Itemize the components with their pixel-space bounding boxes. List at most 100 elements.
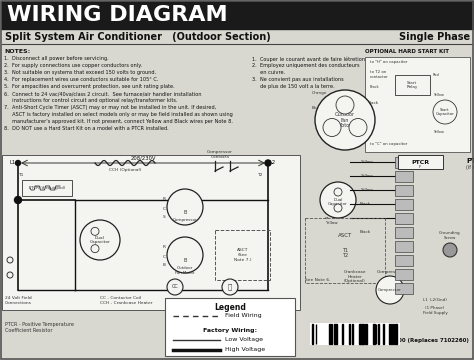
Circle shape — [336, 96, 354, 114]
Bar — [1, 1, 473, 29]
Bar — [348, 324, 350, 344]
Text: Blue: Blue — [312, 106, 321, 110]
Text: to T2 on
contactor: to T2 on contactor — [370, 70, 389, 78]
Text: Yellow: Yellow — [360, 188, 373, 192]
Circle shape — [80, 220, 120, 260]
Bar — [360, 324, 363, 344]
Text: 7105700 (Replaces 7102260): 7105700 (Replaces 7102260) — [379, 338, 469, 343]
Text: (if equipped): (if equipped) — [466, 165, 474, 170]
Text: CC: CC — [172, 284, 178, 289]
Text: B: B — [183, 257, 187, 262]
Circle shape — [7, 272, 13, 278]
Bar — [389, 324, 390, 344]
Bar — [312, 324, 313, 344]
Circle shape — [91, 245, 99, 253]
Circle shape — [334, 188, 342, 196]
Text: 8.  DO NOT use a Hard Start Kit on a model with a PTCR installed.: 8. DO NOT use a Hard Start Kit on a mode… — [4, 126, 169, 131]
Text: Black: Black — [370, 85, 380, 89]
Text: PTCR (if equipped): PTCR (if equipped) — [29, 186, 65, 190]
Text: CCH (Optional): CCH (Optional) — [109, 168, 141, 172]
Text: OPTIONAL HARD START KIT: OPTIONAL HARD START KIT — [365, 49, 449, 54]
Circle shape — [265, 161, 271, 166]
Bar — [22, 180, 72, 196]
Circle shape — [376, 276, 404, 304]
Text: 5.  For ampacities and overcurrent protection, see unit rating plate.: 5. For ampacities and overcurrent protec… — [4, 84, 175, 89]
Bar — [395, 199, 413, 210]
Text: Single Phase: Single Phase — [399, 32, 470, 42]
Bar — [2, 155, 300, 310]
Bar — [391, 324, 392, 344]
Text: S: S — [163, 215, 166, 219]
Circle shape — [167, 279, 183, 295]
Text: 2.  Employez uniquement des conducteurs: 2. Employez uniquement des conducteurs — [252, 63, 359, 68]
Circle shape — [16, 161, 20, 166]
Circle shape — [349, 118, 367, 136]
Bar — [342, 324, 343, 344]
Text: 2.  For supply connections use copper conductors only.: 2. For supply connections use copper con… — [4, 63, 142, 68]
Text: 6.  Connect to 24 vac/40va/class 2 circuit.  See furnace/air handler installatio: 6. Connect to 24 vac/40va/class 2 circui… — [4, 91, 201, 96]
Circle shape — [167, 189, 203, 225]
Circle shape — [15, 197, 21, 203]
Bar — [352, 324, 353, 344]
Circle shape — [7, 257, 13, 263]
Text: Low Voltage: Low Voltage — [225, 338, 263, 342]
Bar — [395, 157, 413, 168]
Text: Red
or
Yellow: Red or Yellow — [325, 211, 337, 225]
Circle shape — [265, 160, 271, 166]
Bar — [165, 298, 295, 356]
Text: Compressor: Compressor — [173, 218, 197, 222]
Text: Legend: Legend — [214, 303, 246, 312]
Text: T2: T2 — [257, 173, 263, 177]
Text: C: C — [163, 255, 166, 259]
Text: 7.  Anti-Short Cycle Timer (ASCT) may or may not be installed in the unit. If de: 7. Anti-Short Cycle Timer (ASCT) may or … — [4, 105, 216, 110]
Text: B: B — [183, 210, 187, 215]
Text: Black: Black — [360, 230, 371, 234]
Circle shape — [167, 237, 203, 273]
Text: to "C" on capacitor: to "C" on capacitor — [370, 142, 407, 146]
Text: CC - Contactor Coil
CCH - Crankcase Heater: CC - Contactor Coil CCH - Crankcase Heat… — [100, 296, 153, 305]
Text: Yellow: Yellow — [433, 130, 444, 134]
Bar — [359, 324, 360, 344]
Text: L1: L1 — [10, 161, 16, 166]
Text: Black: Black — [368, 101, 379, 105]
Bar — [395, 171, 413, 182]
Bar — [375, 324, 376, 344]
Text: WIRING DIAGRAM: WIRING DIAGRAM — [7, 5, 228, 25]
Bar — [365, 57, 470, 152]
Text: L1  L2(Gnd): L1 L2(Gnd) — [423, 298, 447, 302]
Text: Yellow: Yellow — [360, 174, 373, 178]
Text: Factory Wiring:: Factory Wiring: — [203, 328, 257, 333]
Bar — [398, 155, 443, 169]
Bar — [334, 324, 337, 344]
Circle shape — [433, 100, 457, 124]
Circle shape — [443, 243, 457, 257]
Text: B: B — [163, 263, 166, 267]
Text: Red: Red — [433, 73, 440, 77]
Bar — [215, 230, 270, 280]
Bar — [395, 283, 413, 294]
Text: to "H" on capacitor: to "H" on capacitor — [370, 60, 407, 64]
Bar — [329, 324, 330, 344]
Bar — [395, 213, 413, 224]
Bar — [395, 255, 413, 266]
Circle shape — [320, 182, 356, 218]
Text: Start
Capacitor: Start Capacitor — [436, 108, 455, 116]
Text: instructions for control circuit and optional relay/transformer kits.: instructions for control circuit and opt… — [4, 98, 177, 103]
Text: Outdoor
Fan Motor: Outdoor Fan Motor — [175, 266, 195, 275]
Circle shape — [334, 204, 342, 212]
Text: Split System Air Conditioner   (Outdoor Section): Split System Air Conditioner (Outdoor Se… — [5, 32, 271, 42]
Text: Dual
Capacitor: Dual Capacitor — [328, 198, 348, 206]
Text: Compressor
Contacts: Compressor Contacts — [207, 150, 233, 159]
Text: 208/230V: 208/230V — [130, 156, 156, 161]
Bar — [310, 323, 400, 345]
Text: manufacturer's approved kit. If not present, connect Yellow and Black wires per : manufacturer's approved kit. If not pres… — [4, 119, 233, 124]
Text: Compressor: Compressor — [378, 288, 402, 292]
Circle shape — [315, 90, 375, 150]
Text: ASCT
(See
Note 7.): ASCT (See Note 7.) — [234, 248, 251, 262]
Text: F: F — [419, 165, 421, 169]
Text: Outdoor
Fan
Motor: Outdoor Fan Motor — [335, 112, 355, 128]
Text: ASCT: ASCT — [338, 233, 352, 238]
Text: Crankcase
Heater
(Optional): Crankcase Heater (Optional) — [344, 270, 366, 283]
Text: Orange: Orange — [312, 91, 327, 95]
Text: Dual
Capacitor: Dual Capacitor — [90, 236, 110, 244]
